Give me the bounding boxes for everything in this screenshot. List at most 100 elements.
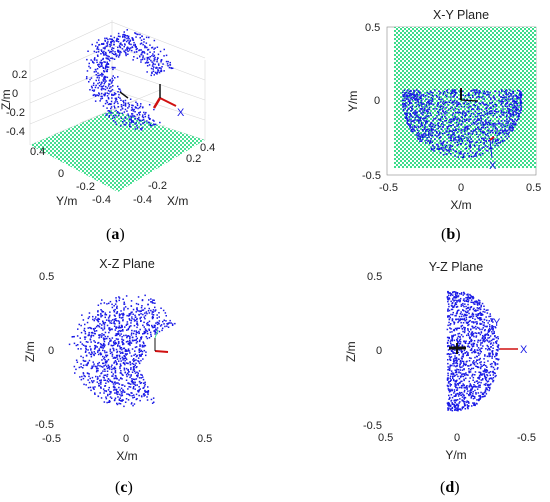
yz-point bbox=[492, 379, 494, 382]
xyz-point bbox=[110, 112, 112, 114]
yz-point bbox=[482, 378, 484, 380]
xz-point bbox=[134, 316, 137, 318]
xy-point bbox=[452, 149, 455, 151]
xz-point bbox=[142, 376, 144, 378]
xz-point bbox=[119, 403, 122, 405]
yz-point bbox=[456, 365, 459, 367]
yz-point bbox=[483, 361, 486, 364]
panel-a-3d-plot: X 0.2 0 -0.2 -0.4 Z/m 0.4 0 -0.2 -0.4 Y/… bbox=[0, 20, 215, 243]
xy-point bbox=[442, 93, 445, 96]
yz-point bbox=[451, 403, 454, 405]
xy-point bbox=[483, 143, 485, 145]
yz-point bbox=[459, 408, 461, 410]
yz-point bbox=[458, 299, 460, 301]
xz-point bbox=[143, 345, 145, 348]
xy-point bbox=[448, 121, 450, 124]
yz-point bbox=[494, 375, 496, 378]
yz-point bbox=[457, 295, 460, 297]
xy-point bbox=[413, 96, 415, 99]
xy-point bbox=[508, 109, 510, 111]
yz-point bbox=[491, 326, 493, 329]
xz-point bbox=[98, 318, 100, 320]
xy-point bbox=[430, 140, 432, 142]
xz-point bbox=[133, 358, 135, 360]
yz-point bbox=[466, 404, 468, 406]
xz-point bbox=[111, 375, 113, 377]
xyz-point bbox=[115, 98, 118, 100]
xy-point bbox=[437, 122, 440, 124]
xy-point bbox=[485, 119, 487, 121]
xz-point bbox=[100, 302, 102, 305]
xz-point bbox=[95, 326, 98, 328]
xz-point bbox=[84, 351, 87, 353]
yz-point bbox=[471, 301, 473, 303]
xyz-point bbox=[109, 103, 111, 105]
xz-point bbox=[114, 343, 116, 345]
yz-point bbox=[479, 397, 482, 399]
yz-point bbox=[446, 377, 449, 379]
yz-point bbox=[469, 392, 472, 394]
yz-point bbox=[455, 296, 458, 299]
yz-point bbox=[456, 301, 458, 303]
yz-point bbox=[479, 384, 481, 386]
xy-point bbox=[447, 104, 449, 106]
xz-point bbox=[132, 368, 135, 371]
xyz-point bbox=[114, 101, 116, 103]
xyz-point bbox=[118, 88, 120, 90]
xy-point bbox=[428, 93, 431, 95]
xz-point bbox=[151, 317, 154, 320]
yz-point bbox=[446, 384, 449, 387]
yz-point bbox=[460, 348, 462, 351]
xy-point bbox=[459, 103, 461, 106]
xyz-point bbox=[143, 111, 145, 114]
xyz-point bbox=[111, 52, 114, 55]
yz-point bbox=[464, 387, 467, 389]
xz-point bbox=[108, 401, 110, 403]
xy-point bbox=[480, 112, 482, 114]
xz-point bbox=[151, 313, 153, 315]
xy-point bbox=[454, 126, 456, 128]
xy-point bbox=[440, 148, 443, 150]
xy-point bbox=[456, 141, 459, 143]
xy-point bbox=[519, 92, 521, 95]
xy-point bbox=[485, 140, 487, 143]
yz-point bbox=[495, 352, 497, 354]
yz-point bbox=[489, 343, 492, 345]
yz-point bbox=[477, 341, 479, 343]
yz-point bbox=[472, 391, 474, 393]
yz-point bbox=[461, 400, 464, 402]
yz-point bbox=[461, 385, 464, 387]
xy-point bbox=[450, 130, 452, 132]
yz-point bbox=[496, 349, 499, 351]
xz-point bbox=[120, 400, 122, 402]
xz-point bbox=[138, 354, 141, 356]
xy-point bbox=[472, 89, 475, 91]
xy-point bbox=[485, 109, 488, 112]
xy-point bbox=[430, 132, 432, 134]
yz-point bbox=[458, 393, 461, 396]
xz-point bbox=[88, 352, 90, 354]
xz-point bbox=[95, 370, 98, 373]
yz-point bbox=[468, 371, 470, 374]
xy-point bbox=[484, 123, 486, 125]
xy-point bbox=[463, 110, 465, 112]
xz-point bbox=[140, 373, 142, 376]
xz-point bbox=[103, 377, 105, 379]
xyz-point bbox=[148, 104, 151, 106]
yz-point bbox=[447, 401, 450, 404]
xz-point bbox=[129, 376, 131, 379]
yz-point bbox=[475, 380, 478, 383]
xy-point bbox=[504, 135, 507, 138]
xy-point bbox=[513, 106, 516, 109]
yz-point bbox=[489, 383, 492, 385]
yz-point bbox=[449, 356, 452, 359]
xyz-point bbox=[102, 73, 104, 76]
xy-point bbox=[505, 89, 508, 91]
xy-point bbox=[491, 101, 493, 104]
xyz-point bbox=[109, 90, 111, 93]
xz-point bbox=[122, 357, 124, 360]
yz-point bbox=[473, 326, 476, 329]
xy-point bbox=[420, 112, 423, 114]
xyz-point bbox=[120, 99, 122, 101]
xz-point bbox=[111, 355, 114, 357]
